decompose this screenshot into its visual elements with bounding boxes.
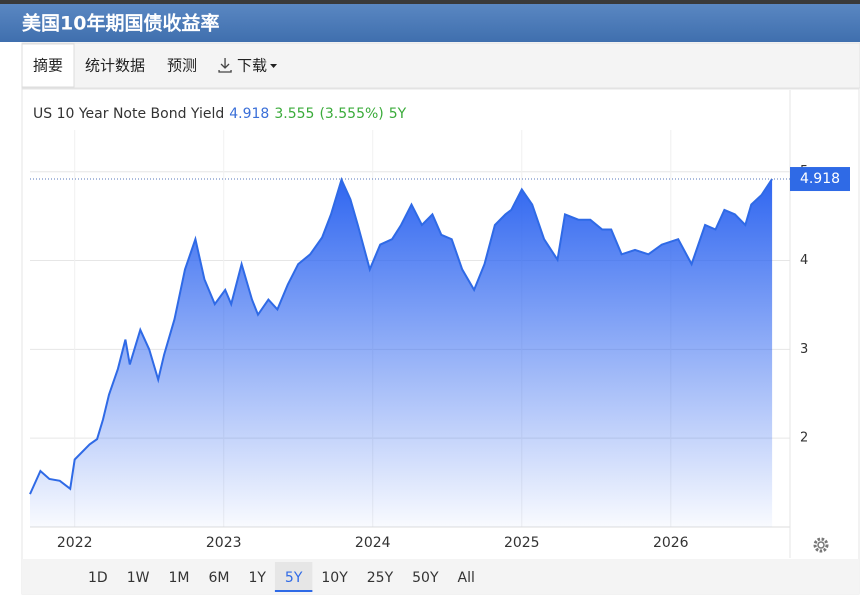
- range-button[interactable]: 50Y: [412, 570, 439, 586]
- tab-label: 摘要: [33, 57, 63, 75]
- legend-period: 5Y: [389, 106, 407, 122]
- gear-teeth: [813, 537, 829, 553]
- range-label: 1W: [127, 570, 150, 586]
- header-title: 美国10年期国债收益率: [22, 12, 219, 35]
- tabs: 摘要 统计数据 预测 下载: [21, 43, 290, 88]
- tab-label: 预测: [167, 57, 197, 75]
- header-bar: [0, 4, 860, 42]
- plot: 2345202220232024202520264.918: [29, 90, 850, 558]
- last-value-badge: [790, 167, 850, 192]
- x-tick-label: 2022: [57, 535, 93, 551]
- tab[interactable]: 下载: [208, 44, 290, 87]
- range-button[interactable]: 1W: [127, 570, 150, 586]
- last-value-label: 4.918: [800, 171, 840, 187]
- range-label: 1D: [88, 570, 108, 586]
- series-line: [29, 176, 773, 495]
- tab-bg: [21, 43, 75, 88]
- range-button[interactable]: All: [458, 570, 475, 586]
- range-button[interactable]: 5Y: [274, 562, 313, 592]
- range-label: 25Y: [367, 570, 394, 586]
- tab[interactable]: 统计数据: [74, 44, 156, 87]
- legend: US 10 Year Note Bond Yield 4.918 3.555 (3.5…: [33, 106, 407, 122]
- legend-change: 3.555: [274, 106, 314, 122]
- settings-icon[interactable]: [813, 537, 829, 553]
- range-label: 10Y: [321, 570, 348, 586]
- download-icon: [218, 58, 232, 73]
- tab-bar: [21, 42, 860, 89]
- gear-hub: [817, 541, 825, 549]
- legend-name: US 10 Year Note Bond Yield: [33, 106, 224, 122]
- range-label: 1Y: [248, 570, 266, 586]
- range-button[interactable]: 25Y: [367, 570, 394, 586]
- legend-change-pct: (3.555%): [319, 106, 383, 122]
- legend-last-value: 4.918: [229, 106, 269, 122]
- y-tick-label: 2: [800, 431, 808, 446]
- x-tick-label: 2025: [504, 535, 540, 551]
- range-label: 6M: [208, 570, 229, 586]
- range-label: All: [458, 570, 475, 586]
- area-fill: [30, 179, 773, 527]
- tab-label: 下载: [237, 57, 267, 75]
- range-bar: [22, 559, 859, 594]
- x-tick-label: 2023: [206, 535, 242, 551]
- x-tick-label: 2024: [355, 535, 391, 551]
- range-button[interactable]: 1M: [168, 570, 189, 586]
- tab[interactable]: 预测: [156, 44, 208, 87]
- tab[interactable]: 摘要: [21, 43, 75, 88]
- range-active-bg: [274, 562, 313, 592]
- x-tick-label: 2026: [653, 535, 689, 551]
- range-label: 1M: [168, 570, 189, 586]
- range-button[interactable]: 1Y: [248, 570, 266, 586]
- y-tick-label: 3: [800, 342, 808, 357]
- dropdown-caret: [270, 64, 278, 68]
- range-buttons: 1D 1W 1M 6M 1Y 5Y 10Y 25Y 50Y All: [88, 562, 475, 592]
- tab-label: 统计数据: [85, 57, 145, 75]
- top-strip: [0, 0, 860, 4]
- range-label: 50Y: [412, 570, 439, 586]
- range-button[interactable]: 6M: [208, 570, 229, 586]
- range-label: 5Y: [285, 570, 303, 586]
- range-button[interactable]: 1D: [88, 570, 108, 586]
- range-button[interactable]: 10Y: [321, 570, 348, 586]
- y-tick-label: 4: [800, 253, 808, 268]
